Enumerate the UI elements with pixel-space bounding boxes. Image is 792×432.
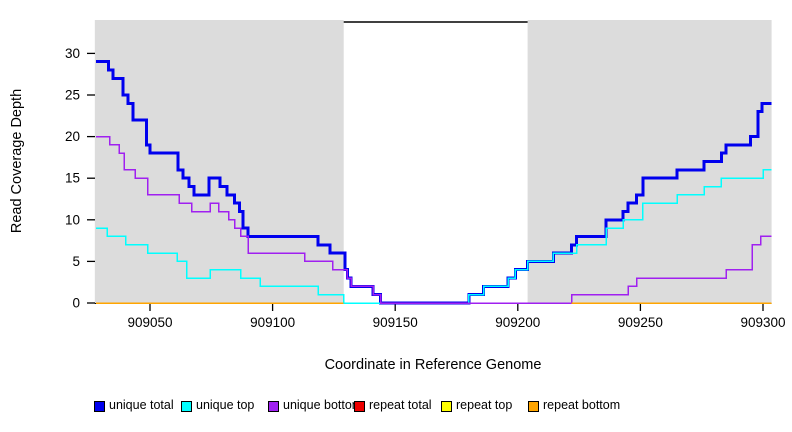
legend-swatch-unique-bottom (268, 401, 279, 412)
legend-swatch-repeat-total (354, 401, 365, 412)
y-tick-label: 30 (65, 46, 80, 61)
y-tick-label: 25 (65, 88, 80, 103)
x-tick-label: 909150 (373, 315, 418, 330)
legend-swatch-unique-total (94, 401, 105, 412)
x-tick-label: 909050 (127, 315, 172, 330)
series-unique-top (96, 169, 772, 304)
chart-canvas: 909050 909100 909150 909200 909250 909300 0 5 10… (9, 20, 786, 373)
x-tick-label: 909250 (618, 315, 663, 330)
legend-label: unique total (109, 398, 174, 412)
x-tick-label: 909100 (250, 315, 295, 330)
x-tick-label: 909300 (740, 315, 785, 330)
x-tick-label: 909200 (495, 315, 540, 330)
legend-swatch-repeat-top (441, 401, 452, 412)
y-tick-label: 20 (65, 129, 80, 144)
legend-label: unique top (196, 398, 255, 412)
legend-label: repeat total (369, 398, 432, 412)
y-axis-title: Read Coverage Depth (9, 89, 25, 233)
y-tick-label: 15 (65, 171, 80, 186)
legend-swatch-unique-top (181, 401, 192, 412)
legend-label: unique bottom (283, 398, 363, 412)
series-unique-bottom (96, 135, 772, 304)
repeat-region-shading (94, 20, 344, 303)
legend-label: repeat top (456, 398, 513, 412)
x-axis-title: Coordinate in Reference Genome (325, 357, 542, 373)
chart-legend: unique total unique top unique bottom repea… (0, 396, 792, 422)
y-tick-label: 10 (65, 212, 80, 227)
legend-swatch-repeat-bottom (528, 401, 539, 412)
y-tick-label: 5 (72, 254, 80, 269)
repeat-region-shading (527, 20, 772, 303)
y-tick-label: 0 (72, 296, 80, 311)
legend-label: repeat bottom (543, 398, 621, 412)
